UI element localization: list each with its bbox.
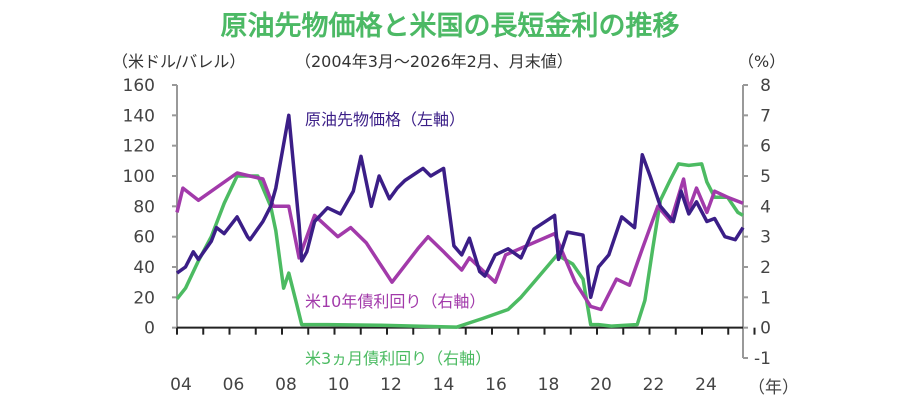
- left-axis-unit: （米ドル/バレル）: [112, 52, 246, 71]
- left-tick-label: 40: [133, 258, 155, 278]
- left-tick-label: 120: [123, 137, 155, 157]
- left-tick-label: 140: [123, 106, 155, 126]
- left-tick-label: 100: [123, 167, 155, 187]
- x-tick-label: 10: [328, 375, 350, 395]
- right-tick-label: 8: [760, 76, 771, 96]
- x-tick-label: 12: [380, 375, 402, 395]
- legend-10y: 米10年債利回り（右軸）: [305, 292, 486, 311]
- right-tick-label: -1: [754, 349, 771, 369]
- x-tick-label: 18: [538, 375, 560, 395]
- x-tick-label: 20: [590, 375, 612, 395]
- x-tick-label: 14: [433, 375, 455, 395]
- x-tick-label: 08: [275, 375, 297, 395]
- right-tick-label: 7: [760, 106, 771, 126]
- left-tick-label: 20: [133, 288, 155, 308]
- right-tick-label: 1: [760, 288, 771, 308]
- legend-oil: 原油先物価格（左軸）: [305, 110, 466, 129]
- right-tick-label: 2: [760, 258, 771, 278]
- series-line-10y: [175, 171, 744, 312]
- legend-3m: 米3ヵ月債利回り（右軸）: [305, 349, 492, 368]
- left-tick-label: 160: [123, 76, 155, 96]
- x-tick-label: 22: [643, 375, 665, 395]
- right-tick-label: 4: [760, 197, 771, 217]
- right-tick-label: 0: [760, 319, 771, 339]
- series-line-oil: [175, 113, 745, 300]
- x-tick-label: 04: [170, 375, 192, 395]
- chart-title: 原油先物価格と米国の長短金利の推移: [220, 11, 680, 42]
- left-tick-label: 60: [133, 228, 155, 248]
- x-tick-label: 24: [695, 375, 717, 395]
- right-tick-label: 6: [760, 137, 771, 157]
- series-line-3m: [175, 162, 744, 329]
- right-tick-label: 3: [760, 228, 771, 248]
- right-tick-label: 5: [760, 167, 771, 187]
- left-tick-label: 0: [144, 319, 155, 339]
- x-axis-label: （年）: [748, 378, 799, 398]
- x-tick-label: 06: [223, 375, 245, 395]
- chart-subtitle: （2004年3月～2026年2月、月末値）: [295, 52, 573, 71]
- x-tick-label: 16: [485, 375, 507, 395]
- left-tick-label: 80: [133, 197, 155, 217]
- right-axis-unit: （%）: [738, 52, 786, 71]
